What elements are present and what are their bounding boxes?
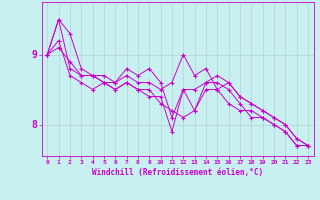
X-axis label: Windchill (Refroidissement éolien,°C): Windchill (Refroidissement éolien,°C) (92, 168, 263, 177)
